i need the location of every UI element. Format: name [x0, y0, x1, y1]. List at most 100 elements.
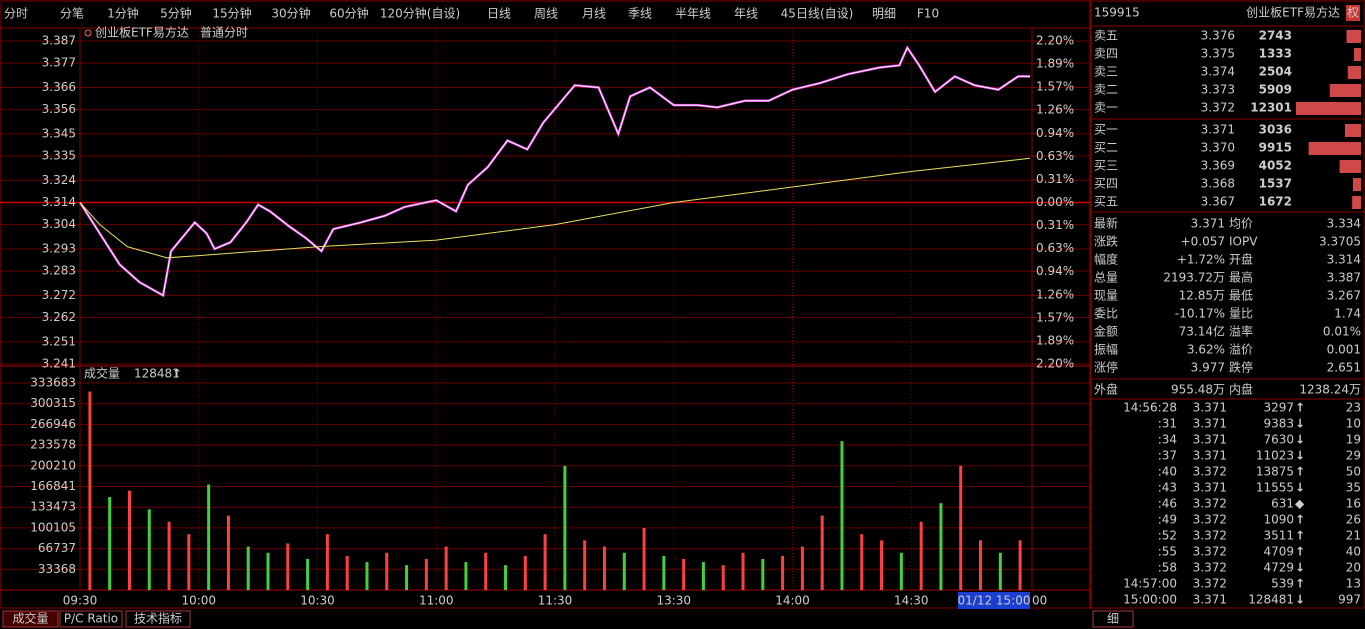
book-price: 3.376	[1201, 29, 1235, 43]
volume-bar	[840, 441, 844, 590]
tab[interactable]: 45日线(自设)	[781, 7, 854, 21]
stat-label: 涨停	[1094, 360, 1118, 375]
trade-time: :46	[1158, 497, 1177, 511]
tab[interactable]: 月线	[582, 7, 606, 21]
trade-count: 10	[1346, 417, 1361, 431]
tab[interactable]: 日线	[487, 7, 511, 21]
trade-price: 3.372	[1193, 577, 1227, 591]
volume-bar	[108, 496, 112, 590]
tab[interactable]: 120分钟(自设)	[380, 6, 460, 21]
stat-label: 委比	[1094, 307, 1118, 321]
y-tick-label: 3.304	[42, 217, 76, 231]
trade-count: 35	[1346, 481, 1361, 495]
volume-bar	[88, 391, 92, 590]
book-price: 3.371	[1201, 123, 1235, 137]
cursor-box	[958, 592, 1030, 609]
trade-price: 3.371	[1193, 417, 1227, 431]
stat-label: 金额	[1094, 324, 1118, 339]
volume-bar	[959, 465, 963, 590]
volume-bar	[286, 543, 290, 590]
tab[interactable]: F10	[917, 7, 939, 21]
tab[interactable]: 30分钟	[271, 6, 310, 21]
trade-price: 3.371	[1193, 593, 1227, 607]
trade-count: 40	[1346, 545, 1361, 559]
volume-bar	[167, 521, 171, 590]
volume-bar	[761, 558, 765, 590]
book-price: 3.369	[1201, 159, 1235, 173]
cursor-label: 01/12 15:00	[958, 594, 1031, 608]
trade-count: 20	[1346, 561, 1361, 575]
y2-tick-label: 1.26%	[1036, 287, 1074, 301]
chart-frame	[0, 0, 1091, 609]
book-label: 卖二	[1094, 83, 1118, 97]
book-volume: 12301	[1250, 101, 1292, 115]
stat-value: 0.01%	[1323, 325, 1361, 339]
tab[interactable]: 1分钟	[107, 6, 139, 21]
book-label: 买三	[1094, 159, 1118, 173]
side-tab[interactable]: 细	[1107, 612, 1119, 626]
y-tick-label: 3.335	[42, 149, 76, 163]
book-bar	[1347, 66, 1361, 79]
stat-value: +0.057	[1181, 235, 1225, 249]
y2-tick-label: 0.31%	[1036, 172, 1074, 186]
trade-volume: 3297	[1263, 401, 1294, 415]
trade-time: :37	[1158, 449, 1177, 463]
volume-bar	[306, 558, 310, 590]
stat-label: 溢率	[1229, 324, 1253, 339]
tab[interactable]: 周线	[534, 7, 558, 21]
trade-volume: 128481	[1248, 593, 1294, 607]
trade-time: :34	[1158, 433, 1177, 447]
y2-tick-label: 2.20%	[1036, 357, 1074, 371]
volume-bar	[741, 552, 745, 590]
tab[interactable]: 明细	[872, 7, 896, 21]
bottom-tab[interactable]: 技术指标	[134, 611, 182, 626]
book-label: 买四	[1094, 177, 1118, 191]
y-tick-label: 200210	[30, 458, 76, 472]
volume-bar	[602, 546, 606, 590]
tab[interactable]: 分笔	[60, 6, 84, 21]
tab[interactable]: 季线	[628, 7, 652, 21]
trade-dir: ↑	[1295, 465, 1305, 479]
volume-bar	[899, 552, 903, 590]
bottom-tab-box[interactable]	[59, 610, 123, 628]
tab[interactable]: 15分钟	[212, 6, 251, 21]
stat-label: 最新	[1094, 216, 1118, 231]
volume-bar	[543, 534, 547, 590]
volume-bar	[127, 490, 131, 590]
trade-count: 19	[1346, 433, 1361, 447]
tab[interactable]: 年线	[734, 7, 758, 21]
volume-bar	[424, 558, 428, 590]
bottom-tab-box[interactable]	[2, 610, 59, 628]
stat-value: 2.651	[1327, 361, 1361, 375]
x-tick-label: 11:30	[538, 594, 573, 608]
book-price: 3.373	[1201, 83, 1235, 97]
volume-bar	[860, 534, 864, 590]
trade-price: 3.371	[1193, 401, 1227, 415]
volume-bar	[662, 555, 666, 590]
stat-value: 3.387	[1327, 271, 1361, 285]
tab[interactable]: 半年线	[675, 7, 711, 21]
tab[interactable]: 60分钟	[329, 6, 368, 21]
y-tick-label: 300315	[30, 396, 76, 410]
book-label: 卖一	[1094, 101, 1118, 115]
trade-price: 3.372	[1193, 561, 1227, 575]
book-label: 买二	[1094, 141, 1118, 155]
tab[interactable]: 分时	[4, 7, 28, 21]
stat-label: IOPV	[1229, 235, 1258, 249]
trade-count: 23	[1346, 401, 1361, 415]
side-tab-box[interactable]	[1092, 610, 1134, 628]
y-tick-label: 3.356	[42, 102, 76, 116]
bottom-tab[interactable]: 成交量	[12, 611, 48, 626]
volume-bar	[939, 503, 943, 590]
price-line	[79, 46, 1030, 297]
book-label: 卖三	[1094, 65, 1118, 79]
y2-tick-label: 0.94%	[1036, 126, 1074, 140]
y-tick-label: 3.366	[42, 80, 76, 94]
bottom-tab-box[interactable]	[125, 610, 191, 628]
bottom-tab[interactable]: P/C Ratio	[64, 612, 118, 626]
book-price: 3.375	[1201, 47, 1235, 61]
instrument: 创业板ETF易方达	[95, 25, 189, 40]
y-tick-label: 233578	[30, 438, 76, 452]
trade-dir: ↑	[1295, 401, 1305, 415]
tab[interactable]: 5分钟	[160, 6, 192, 21]
